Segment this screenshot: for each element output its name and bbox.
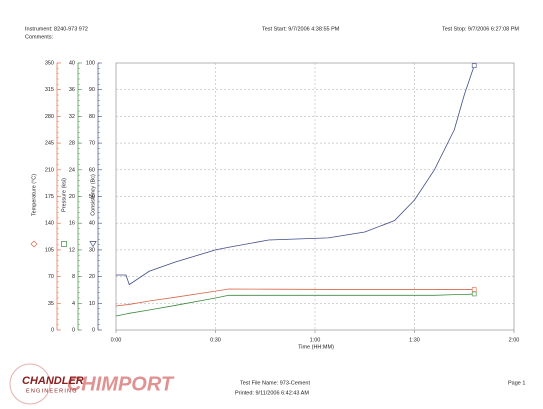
test-stop: Test Stop: 9/7/2006 6:27:08 PM bbox=[442, 26, 519, 32]
y-tick-label: 35 bbox=[48, 301, 54, 307]
y-tick-label: 210 bbox=[45, 167, 54, 173]
consistency-axis-label: Consistency (Bc) bbox=[90, 174, 96, 216]
y-tick-label: 40 bbox=[89, 221, 95, 227]
y-tick-label: 12 bbox=[69, 247, 75, 253]
series-line bbox=[116, 65, 475, 286]
y-tick-label: 140 bbox=[45, 221, 54, 227]
y-tick-label: 0 bbox=[72, 327, 75, 333]
y-tick-label: 0 bbox=[51, 327, 54, 333]
y-tick-label: 36 bbox=[69, 87, 75, 93]
x-tick-label: 1:30 bbox=[409, 337, 420, 343]
y-tick-label: 8 bbox=[72, 274, 75, 280]
y-tick-label: 20 bbox=[69, 194, 75, 200]
y-tick-label: 315 bbox=[45, 87, 54, 93]
instrument: Instrument: 8240-973 972 bbox=[25, 26, 88, 32]
y-tick-label: 245 bbox=[45, 141, 54, 147]
x-tick-label: 2:00 bbox=[509, 337, 520, 343]
y-tick-label: 70 bbox=[89, 141, 95, 147]
printed: Printed: 9/11/2006 6:42:43 AM bbox=[235, 390, 309, 396]
x-tick-label: 1:00 bbox=[310, 337, 321, 343]
y-tick-label: 90 bbox=[89, 87, 95, 93]
x-tick-label: 0:30 bbox=[210, 337, 221, 343]
y-tick-label: 28 bbox=[69, 141, 75, 147]
logo-sub: ENGINEERING bbox=[26, 388, 78, 394]
pressure-symbol bbox=[61, 241, 67, 247]
series-line bbox=[115, 293, 475, 317]
y-tick-label: 40 bbox=[69, 60, 75, 66]
y-tick-label: 10 bbox=[89, 301, 95, 307]
y-tick-label: 20 bbox=[89, 274, 95, 280]
y-tick-label: 24 bbox=[69, 167, 75, 173]
y-tick-label: 80 bbox=[89, 114, 95, 120]
x-axis-label: Time (HH:MM) bbox=[298, 344, 334, 350]
y-tick-label: 30 bbox=[89, 247, 95, 253]
end-marker bbox=[471, 291, 477, 297]
page-number: Page 1 bbox=[508, 380, 525, 386]
y-tick-label: 70 bbox=[48, 274, 54, 280]
y-tick-label: 350 bbox=[45, 60, 54, 66]
y-tick-label: 100 bbox=[86, 60, 95, 66]
pressure-axis-label: Pressure (ksi) bbox=[61, 178, 67, 212]
end-marker bbox=[471, 63, 477, 68]
logo: CHANDLER bbox=[22, 375, 84, 387]
y-tick-label: 60 bbox=[89, 167, 95, 173]
x-tick-label: 0:00 bbox=[111, 337, 122, 343]
logo-globe bbox=[9, 363, 51, 405]
consistency-symbol bbox=[89, 241, 97, 248]
y-tick-label: 50 bbox=[89, 194, 95, 200]
y-tick-label: 280 bbox=[45, 114, 54, 120]
y-tick-label: 4 bbox=[72, 301, 75, 307]
watermark: CHIMPORT bbox=[67, 373, 175, 395]
temperature-axis-label: Temperature (°C) bbox=[31, 174, 37, 216]
comments: Comments: bbox=[25, 34, 54, 40]
file-name: Test File Name: 973-Cement bbox=[240, 380, 310, 386]
y-tick-label: 0 bbox=[92, 327, 95, 333]
y-tick-label: 16 bbox=[69, 221, 75, 227]
end-marker bbox=[471, 287, 477, 292]
series-line bbox=[115, 288, 475, 307]
y-tick-label: 105 bbox=[45, 247, 54, 253]
test-start: Test Start: 9/7/2006 4:38:55 PM bbox=[262, 26, 340, 32]
y-tick-label: 175 bbox=[45, 194, 54, 200]
temperature-symbol bbox=[30, 240, 38, 248]
y-tick-label: 32 bbox=[69, 114, 75, 120]
